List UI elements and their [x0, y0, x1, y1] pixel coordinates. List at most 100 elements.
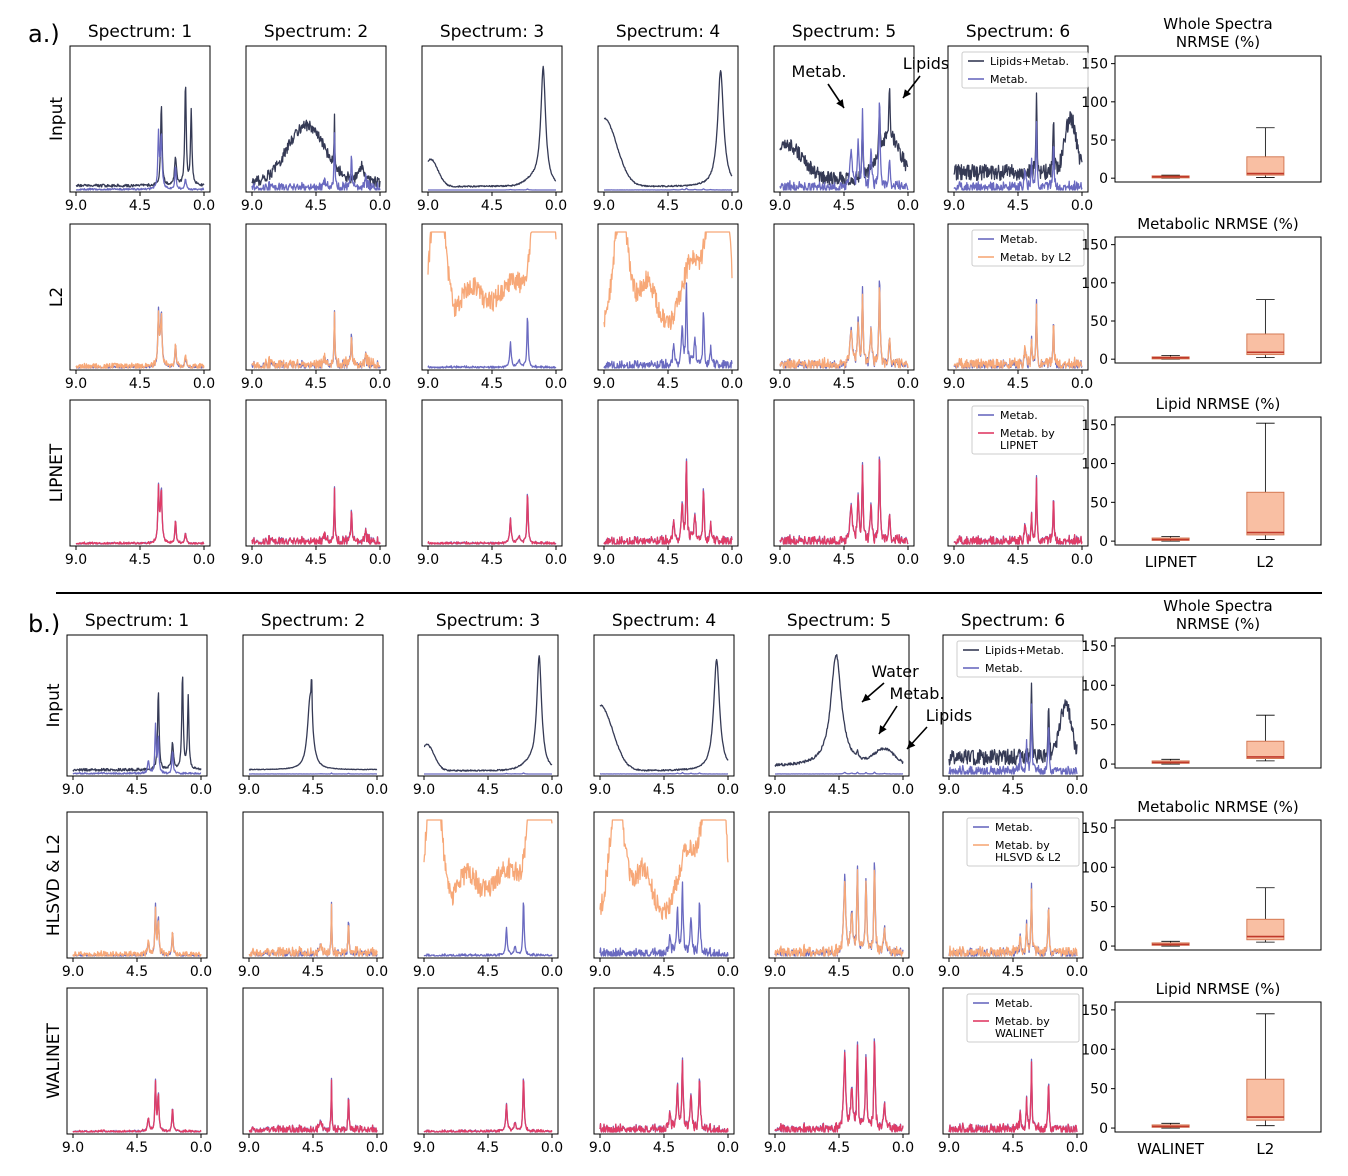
y-tick-label: 0 [1099, 171, 1108, 187]
boxplot: Lipid NRMSE (%) 0 50 100 150 WALINET L2 [1081, 980, 1322, 1158]
subplot-lines [248, 679, 378, 775]
series-metab-by-l2 [248, 903, 378, 957]
series-metab [953, 121, 1083, 191]
x-tick-label: 4.5 [1007, 552, 1029, 568]
spectrum-title: Spectrum: 4 [616, 22, 720, 42]
subplot-lines [75, 86, 205, 191]
spectrum-subplot: 9.0 4.5 0.0 [238, 811, 388, 980]
x-tick-label: 4.5 [1002, 964, 1024, 980]
subplot-frame [421, 45, 563, 193]
subplot-frame [768, 634, 910, 777]
y-tick-label: 150 [1081, 821, 1108, 837]
y-tick-label: 0 [1099, 757, 1108, 773]
series-metab [75, 128, 205, 191]
x-tick-label: 9.0 [62, 782, 84, 798]
series-metab-by-l2 [948, 888, 1078, 957]
subplot-lines [953, 92, 1083, 191]
subplot-frame [242, 811, 384, 959]
series-metab [603, 282, 733, 369]
subplot-lines [423, 819, 553, 957]
legend-box [961, 51, 1089, 89]
x-tick-label: 4.5 [477, 964, 499, 980]
x-tick-label: 4.5 [302, 964, 324, 980]
spectrum-title: Spectrum: 1 [88, 22, 192, 42]
x-tick-label: 0.0 [541, 1140, 563, 1156]
series-metab [774, 771, 904, 775]
legend-label: Metab. [1000, 233, 1038, 246]
x-tick-label: 4.5 [653, 1140, 675, 1156]
legend-label: Metab. by [1000, 427, 1055, 440]
legend-box [971, 229, 1085, 267]
row-label: LIPNET [47, 443, 67, 502]
x-tick-label: 0.0 [545, 552, 567, 568]
row-label: WALINET [44, 1022, 64, 1098]
x-tick-label: 4.5 [828, 964, 850, 980]
series-metab-by-l2 [779, 287, 909, 369]
series-lipids-metab [72, 676, 202, 772]
y-tick-label: 150 [1081, 1003, 1108, 1019]
y-tick-label: 0 [1099, 1121, 1108, 1137]
spectrum-title: Spectrum: 3 [436, 611, 540, 631]
box-iqr [1246, 1078, 1285, 1121]
box-title: NRMSE (%) [1176, 33, 1260, 51]
x-tick-label: 0.0 [545, 376, 567, 392]
x-tick-label: 9.0 [62, 964, 84, 980]
x-tick-label: 4.5 [481, 198, 503, 214]
row-label: Input [44, 683, 64, 727]
x-tick-label: 9.0 [593, 552, 615, 568]
x-tick-label: 4.5 [828, 782, 850, 798]
box-iqr [1246, 491, 1285, 536]
spectrum-subplot: 9.0 4.5 0.0 [764, 987, 914, 1156]
subplot-lines [251, 486, 381, 545]
x-tick-label: 9.0 [764, 1140, 786, 1156]
subplot-lines [599, 819, 729, 957]
x-tick-label: 9.0 [238, 1140, 260, 1156]
x-tick-label: 0.0 [1066, 782, 1088, 798]
x-tick-label: 9.0 [589, 964, 611, 980]
box-axes-frame [1114, 416, 1322, 546]
x-tick-label: 0.0 [1071, 552, 1093, 568]
box-category-label: LIPNET [1145, 553, 1198, 571]
subplot-lines [248, 901, 378, 957]
series-lipids-metab [779, 87, 909, 187]
y-tick-label: 0 [1099, 939, 1108, 955]
series-metab [423, 772, 553, 775]
series-lipids-metab [75, 86, 205, 188]
legend-label: Metab. [990, 73, 1028, 86]
legend-box [966, 817, 1080, 867]
legend-label: Metab. by [995, 839, 1050, 852]
x-tick-label: 4.5 [126, 1140, 148, 1156]
box-iqr [1246, 156, 1285, 176]
subplot-lines [948, 882, 1078, 957]
subplot-frame [245, 45, 387, 193]
legend-label: Lipids+Metab. [985, 644, 1064, 657]
legend-label: Metab. [995, 997, 1033, 1010]
x-tick-label: 0.0 [193, 552, 215, 568]
subplot-frame [421, 399, 563, 547]
legend-box [956, 640, 1084, 678]
subplot-lines [603, 231, 733, 369]
x-tick-label: 4.5 [481, 376, 503, 392]
subplot-frame [593, 987, 735, 1135]
subplot-lines [75, 482, 205, 545]
x-tick-label: 4.5 [1002, 1140, 1024, 1156]
x-tick-label: 4.5 [477, 782, 499, 798]
subplot-frame [773, 223, 915, 371]
x-tick-label: 9.0 [417, 376, 439, 392]
series-lipids-metab [948, 682, 1078, 766]
subplot-frame [597, 223, 739, 371]
x-tick-label: 4.5 [302, 782, 324, 798]
x-tick-label: 4.5 [1007, 376, 1029, 392]
subplot-lines [948, 682, 1078, 775]
x-tick-label: 4.5 [657, 376, 679, 392]
y-tick-label: 100 [1081, 457, 1108, 473]
annotation-arrowhead [903, 89, 912, 98]
x-tick-label: 9.0 [413, 1140, 435, 1156]
x-tick-label: 9.0 [241, 376, 263, 392]
x-tick-label: 4.5 [129, 198, 151, 214]
spectrum-title: Spectrum: 6 [966, 22, 1070, 42]
x-tick-label: 0.0 [717, 782, 739, 798]
series-lipids-metab [774, 654, 904, 767]
